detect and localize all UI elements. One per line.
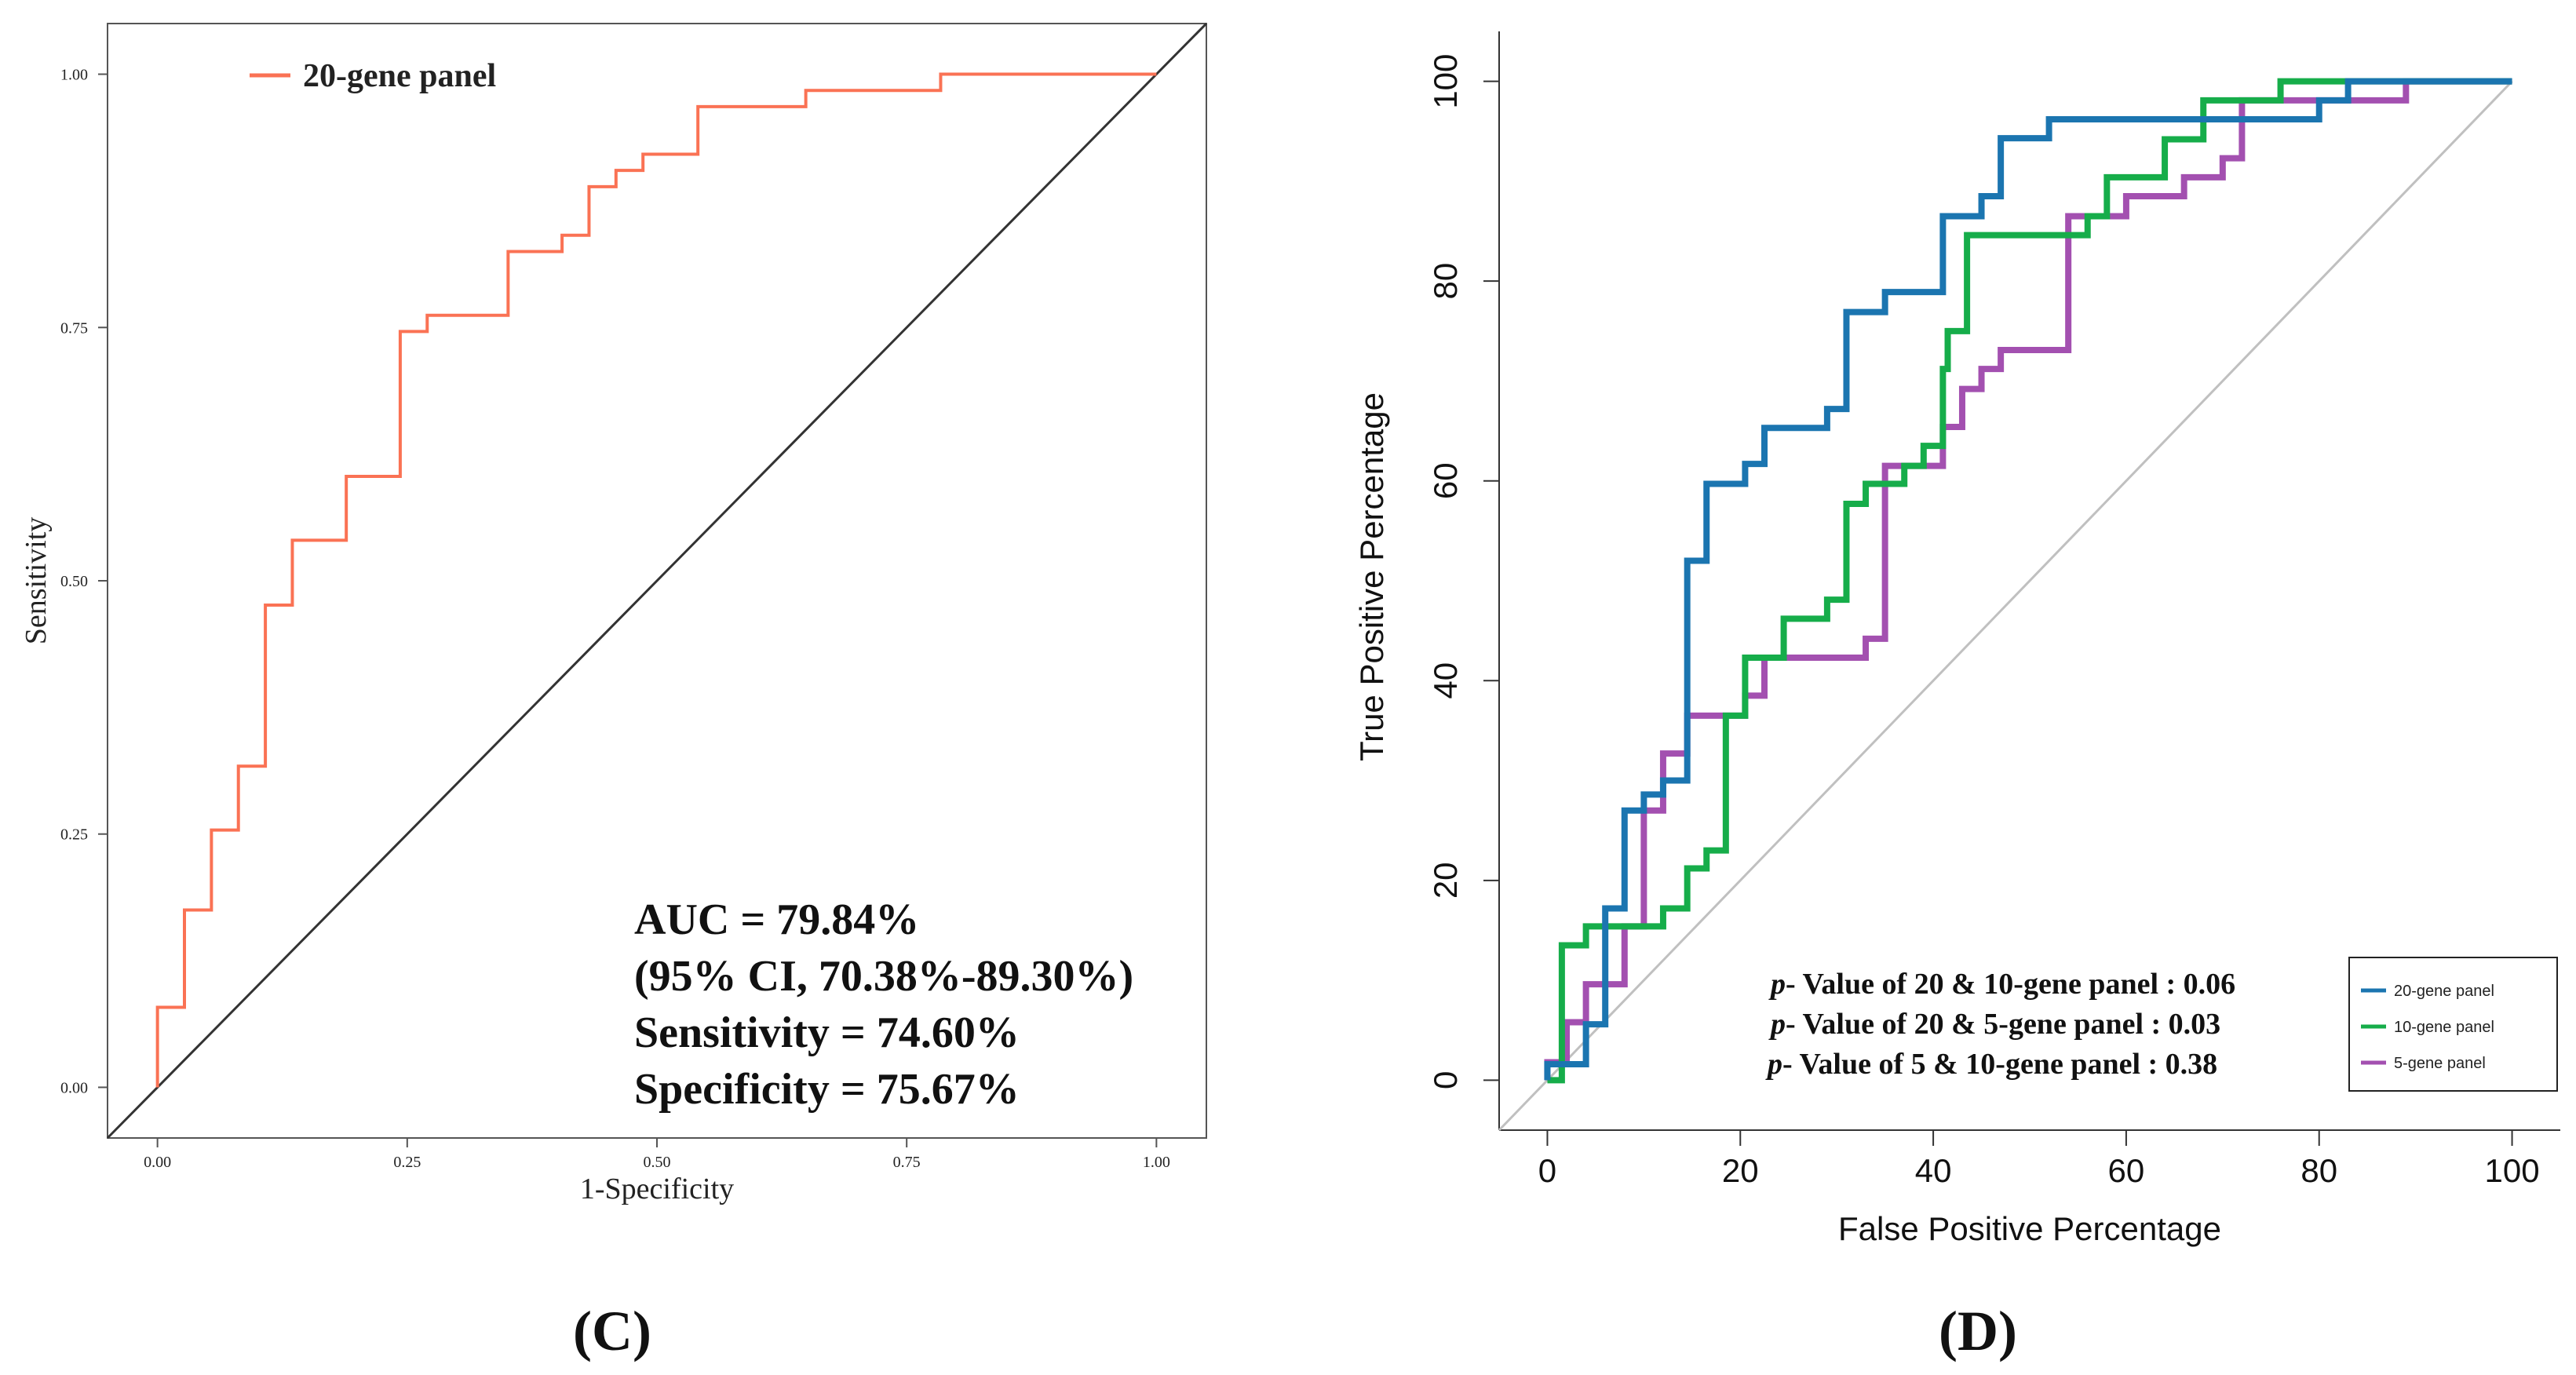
panel-d-x-tick-label: 20 [1722,1152,1759,1189]
panel-d-y-axis-label: True Positive Percentage [1353,392,1390,761]
panel-d-y-tick-label: 40 [1427,662,1464,699]
panel-c-y-tick-label: 1.00 [60,67,88,84]
panel-d-reference-line [1498,80,2513,1132]
panel-d-x-tick-label: 60 [2108,1152,2145,1189]
panel-c-specificity-text: Specificity = 75.67% [634,1065,1020,1114]
panel-d-legend-label-20-gene: 20-gene panel [2394,983,2494,1000]
panel-c-series [155,72,1157,1088]
panel-d-series-20-gene-panel [1544,78,2512,1081]
panel-c-y-tick-label: 0.50 [60,573,88,590]
panel-d-pvalue-1: p- Value of 20 & 10-gene panel : 0.06 [1768,968,2235,1001]
panel-c-sensitivity-text: Sensitivity = 74.60% [634,1008,1020,1057]
panel-d-y-tick-label: 80 [1427,263,1464,300]
panel-c-legend: 20-gene panel [250,58,496,94]
panel-c-letter: (C) [573,1300,651,1362]
panel-d-y-tick-label: 100 [1427,54,1464,109]
panel-c-auc-text: AUC = 79.84% [634,895,919,944]
panel-d-annotations: p- Value of 20 & 10-gene panel : 0.06 p-… [1765,968,2235,1081]
panel-d-legend: 20-gene panel 10-gene panel 5-gene panel [2348,957,2558,1092]
panel-c-x-tick-label: 1.00 [1143,1154,1170,1171]
panel-c-y-tick-label: 0.75 [60,319,88,337]
panel-d-x-tick-label: 0 [1538,1152,1556,1189]
panel-d-legend-label-5-gene: 5-gene panel [2394,1055,2486,1072]
panel-d-pvalue-3: p- Value of 5 & 10-gene panel : 0.38 [1765,1048,2217,1081]
panel-c-x-tick-label: 0.75 [893,1154,921,1171]
panel-d-y-tick-label: 0 [1427,1071,1464,1089]
panel-d-legend-box [2348,957,2558,1092]
panel-c-y-tick-label: 0.00 [60,1079,88,1096]
panel-c-y-axis-label: Sensitivity [20,517,53,645]
panel-d-x-tick-label: 100 [2485,1152,2540,1189]
panel-d-x-tick-label: 40 [1915,1152,1952,1189]
panel-d-y-ticks: 0 20 40 60 80 100 [1427,54,1499,1089]
panel-c-x-axis-label: 1-Specificity [580,1173,734,1205]
panel-d-letter: (D) [1939,1300,2017,1362]
panel-d-y-tick-label: 20 [1427,862,1464,899]
panel-d-x-tick-label: 80 [2301,1152,2337,1189]
panel-d-x-axis-label: False Positive Percentage [1838,1210,2221,1247]
panel-c: 0.00 0.25 0.50 0.75 1.00 0.00 0.25 0.50 0.75 1.0… [20,22,1208,1362]
panel-c-x-tick-label: 0.50 [644,1154,671,1171]
panel-c-annotations: AUC = 79.84% (95% CI, 70.38%-89.30%) Sen… [634,895,1133,1114]
panel-c-y-ticks: 0.00 0.25 0.50 0.75 1.00 [60,67,108,1096]
panel-d-series-10-gene-panel [1547,78,2512,1084]
panel-d-series [1544,78,2512,1084]
panel-d: 0 20 40 60 80 100 0 20 40 60 80 100 False Positive… [1353,31,2560,1362]
panel-c-reference-line [106,22,1208,1140]
panel-c-series-20-gene-panel [155,72,1157,1088]
panel-d-legend-label-10-gene: 10-gene panel [2394,1019,2494,1036]
panel-c-legend-label: 20-gene panel [303,58,496,94]
panel-d-y-tick-label: 60 [1427,462,1464,499]
panel-d-pvalue-2: p- Value of 20 & 5-gene panel : 0.03 [1768,1008,2220,1041]
panel-c-y-tick-label: 0.25 [60,826,88,844]
panel-d-x-ticks: 0 20 40 60 80 100 [1538,1130,2540,1189]
panel-c-x-tick-label: 0.25 [393,1154,421,1171]
panel-c-x-ticks: 0.00 0.25 0.50 0.75 1.00 [144,1138,1170,1171]
panel-c-x-tick-label: 0.00 [144,1154,171,1171]
panel-c-ci-text: (95% CI, 70.38%-89.30%) [634,952,1133,1001]
